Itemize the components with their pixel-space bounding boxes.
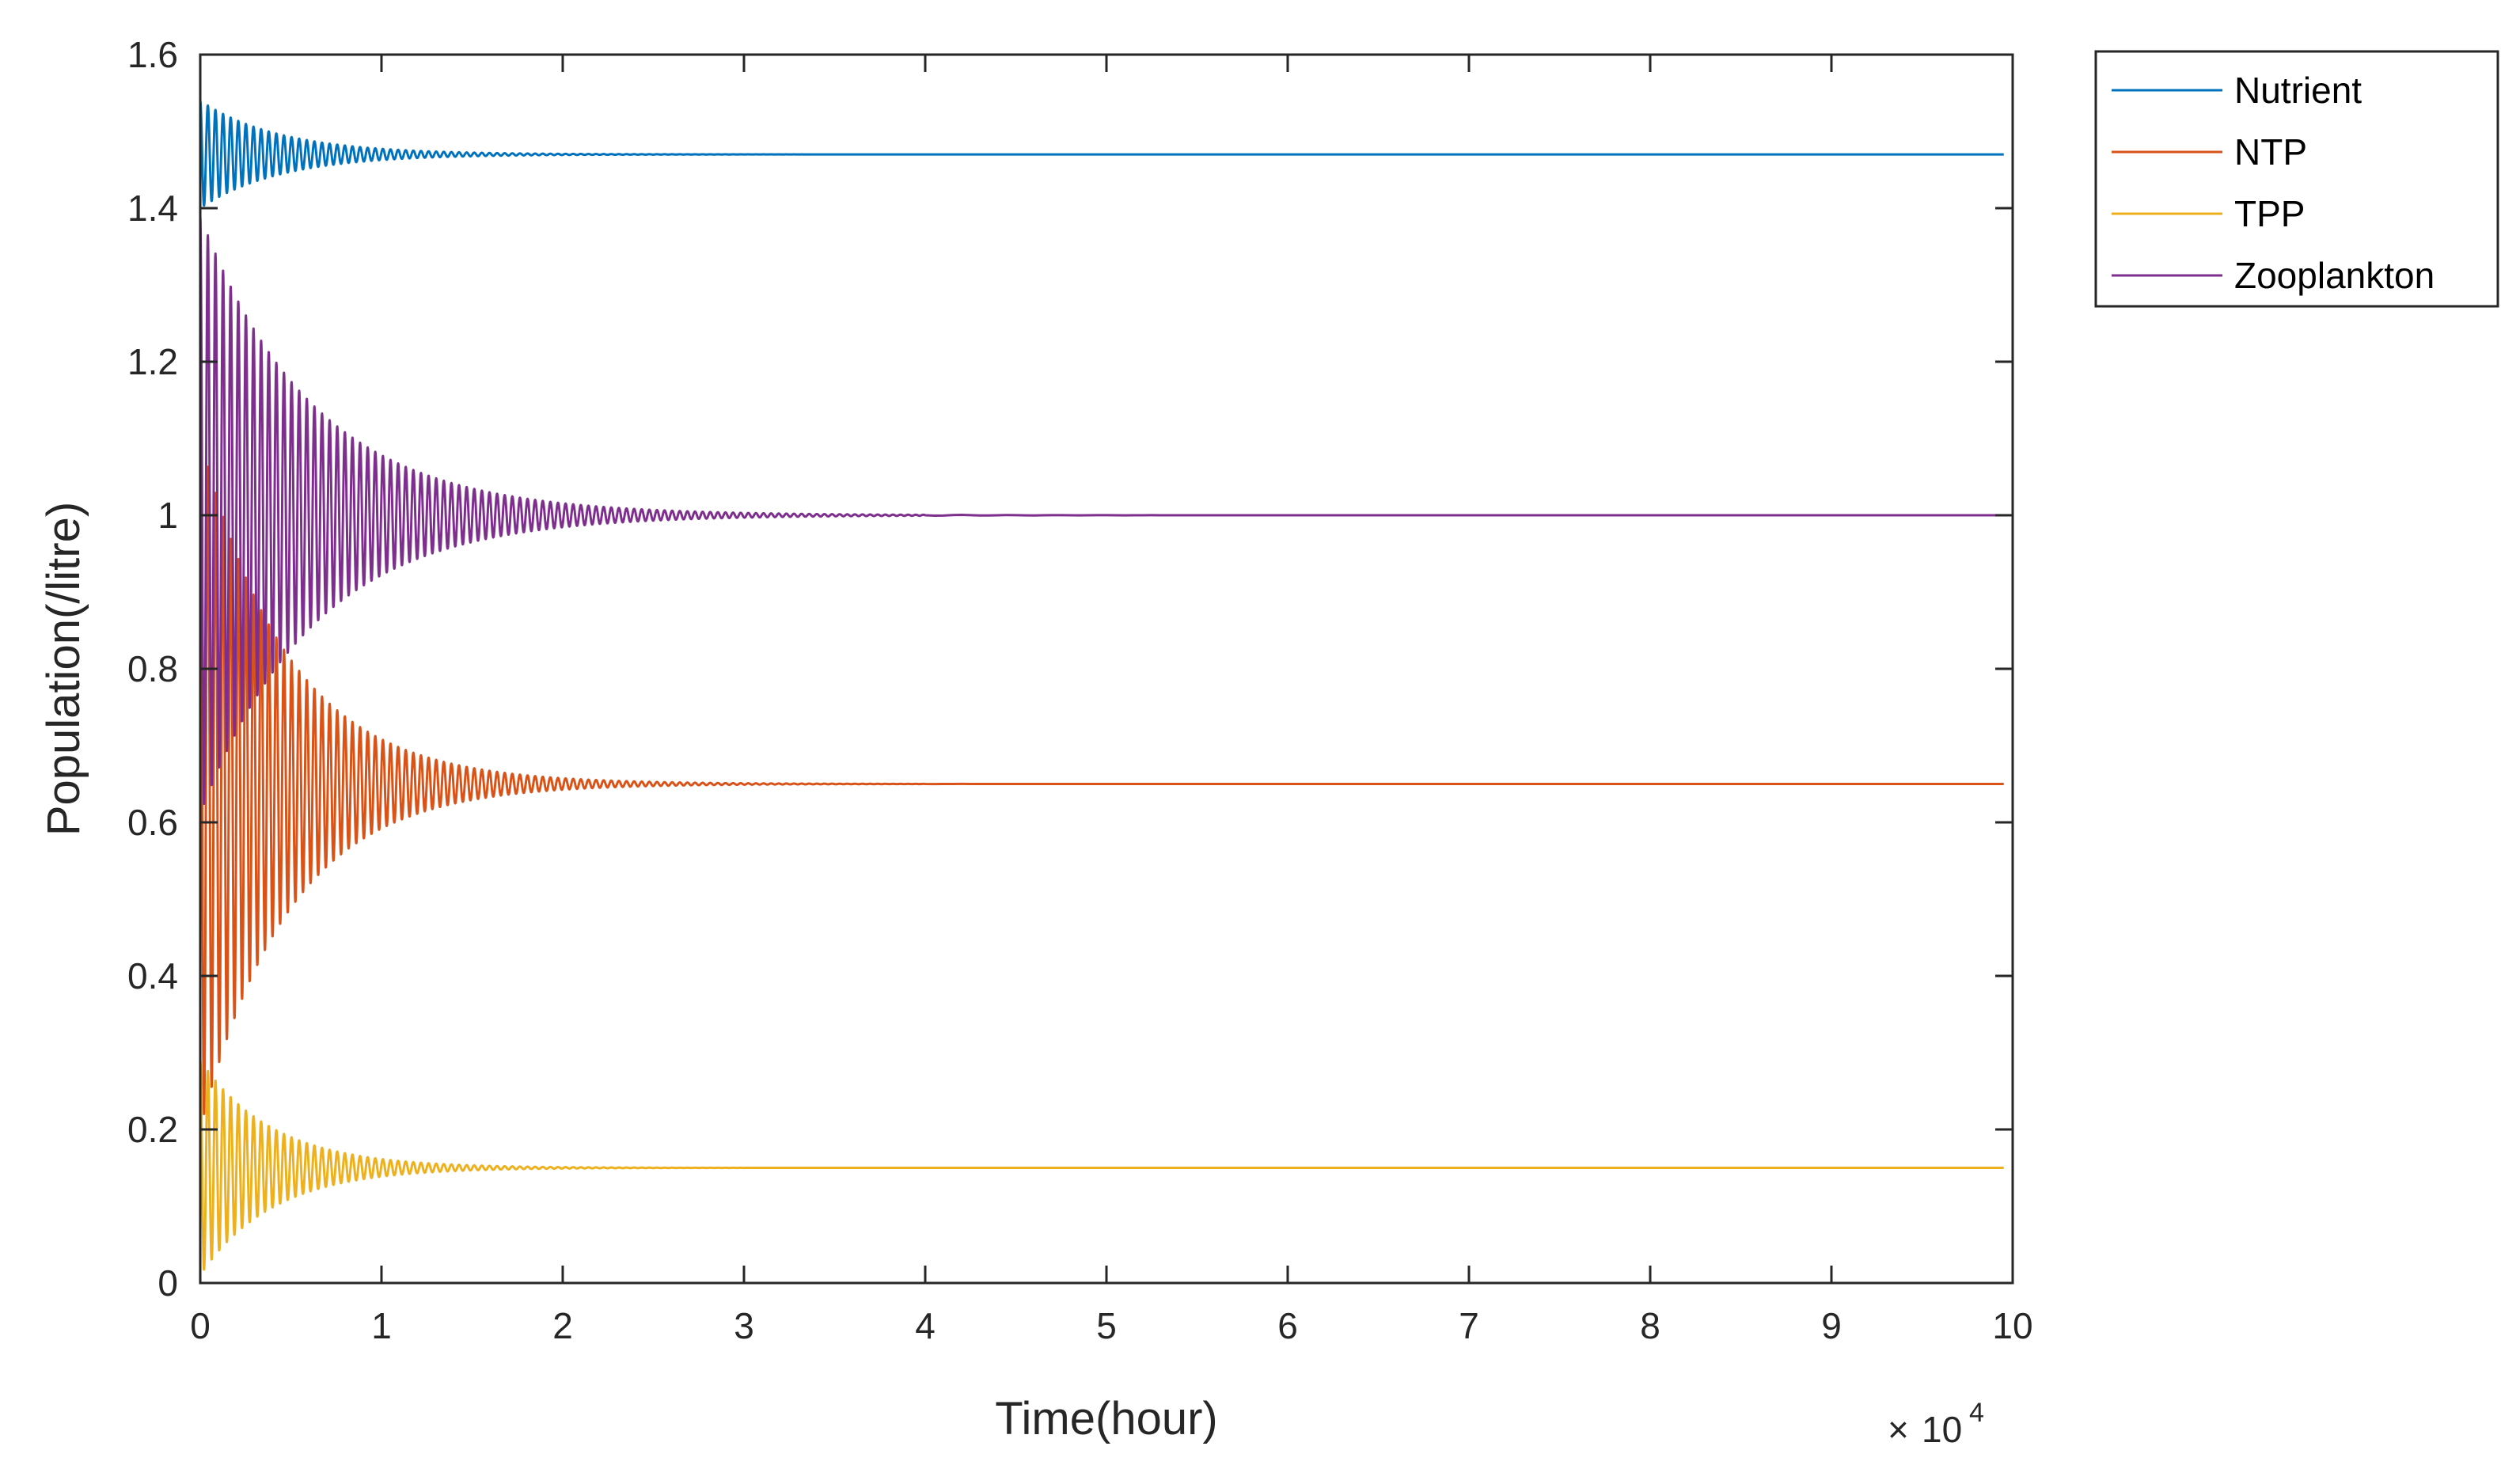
- legend-label-tpp: TPP: [2234, 193, 2305, 234]
- x-tick-label: 7: [1459, 1305, 1479, 1346]
- y-axis-title: Population(/litre): [38, 502, 89, 836]
- x-axis-title: Time(hour): [995, 1393, 1217, 1444]
- x-tick-label: 5: [1096, 1305, 1117, 1346]
- x-tick-label: 4: [915, 1305, 936, 1346]
- series-layer: [199, 100, 2004, 1271]
- x-tick-label: 2: [552, 1305, 573, 1346]
- x-tick-label: 0: [190, 1305, 211, 1346]
- x-multiplier-base: 10: [1922, 1409, 1962, 1450]
- y-tick-label: 0.4: [127, 955, 178, 996]
- x-tick-label: 9: [1821, 1305, 1842, 1346]
- y-tick-label: 1.4: [127, 188, 178, 229]
- x-tick-label: 1: [371, 1305, 392, 1346]
- y-tick-label: 0.6: [127, 802, 178, 843]
- x-tick-label: 10: [1992, 1305, 2032, 1346]
- legend: Nutrient NTP TPP Zooplankton: [2094, 50, 2499, 308]
- y-tick-label: 1.2: [127, 341, 178, 382]
- y-tick-label: 0.8: [127, 648, 178, 689]
- x-tick-label: 3: [734, 1305, 754, 1346]
- x-tick-label: 8: [1640, 1305, 1660, 1346]
- y-tick-label: 1: [158, 495, 178, 536]
- x-tick-label: 6: [1277, 1305, 1298, 1346]
- svg-text:×: ×: [1888, 1409, 1909, 1450]
- x-axis-multiplier: × 10 4: [1888, 1398, 1984, 1450]
- y-tick-label: 0.2: [127, 1109, 178, 1150]
- y-tick-label: 1.6: [127, 34, 178, 75]
- series-line-nutrient: [199, 100, 2004, 207]
- legend-label-ntp: NTP: [2234, 131, 2307, 173]
- x-multiplier-exponent: 4: [1969, 1398, 1984, 1428]
- series-line-ntp: [199, 438, 2004, 1115]
- tick-layer: 0 1 2 3 4 5 6 7 8 9 10 0 0.2 0.4 0.6 0.8 1 1.2 1.4 1.6: [127, 34, 2033, 1346]
- legend-box: [2094, 50, 2499, 308]
- series-line-zooplankton: [199, 215, 2004, 806]
- plot-area-frame: [199, 53, 2014, 1285]
- series-line-tpp: [199, 1060, 2004, 1271]
- legend-label-zooplankton: Zooplankton: [2234, 255, 2435, 296]
- y-tick-label: 0: [158, 1262, 178, 1304]
- legend-label-nutrient: Nutrient: [2234, 70, 2362, 111]
